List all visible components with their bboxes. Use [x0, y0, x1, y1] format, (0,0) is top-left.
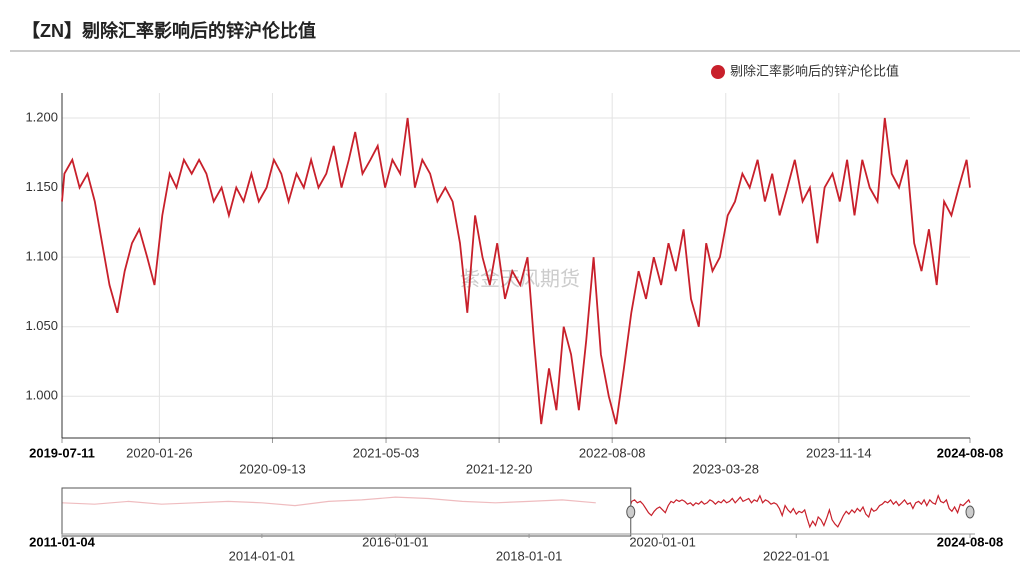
y-tick-label: 1.100 — [25, 249, 58, 264]
navigator-mask — [61, 487, 632, 537]
navigator-handle[interactable] — [965, 505, 975, 519]
navigator-tick-label: 2016-01-01 — [362, 534, 429, 549]
y-tick-label: 1.050 — [25, 318, 58, 333]
legend-label: 剔除汇率影响后的锌沪伦比值 — [730, 63, 899, 78]
legend-marker — [711, 65, 725, 79]
navigator-tick-label: 2014-01-01 — [229, 548, 296, 563]
x-tick-label: 2021-05-03 — [353, 445, 420, 460]
navigator-tick-label: 2022-01-01 — [763, 548, 830, 563]
navigator-tick-label: 2018-01-01 — [496, 548, 563, 563]
chart-title: 【ZN】剔除汇率影响后的锌沪伦比值 — [22, 20, 316, 41]
y-tick-label: 1.000 — [25, 388, 58, 403]
x-tick-label: 2021-12-20 — [466, 461, 533, 476]
navigator-tick-label: 2024-08-08 — [937, 534, 1004, 549]
y-tick-label: 1.150 — [25, 179, 58, 194]
x-tick-label: 2023-03-28 — [692, 461, 759, 476]
x-tick-label: 2020-01-26 — [126, 445, 193, 460]
navigator-handle[interactable] — [626, 505, 636, 519]
y-tick-label: 1.200 — [25, 109, 58, 124]
navigator-tick-label: 2011-01-04 — [29, 534, 96, 549]
x-tick-label: 2023-11-14 — [806, 445, 872, 460]
watermark: 紫金天风期货 — [460, 267, 580, 290]
x-tick-label: 2024-08-08 — [937, 445, 1004, 460]
x-tick-label: 2020-09-13 — [239, 461, 306, 476]
navigator-line — [630, 494, 971, 529]
data-line — [61, 117, 971, 425]
x-tick-label: 2019-07-11 — [29, 445, 95, 460]
x-tick-label: 2022-08-08 — [579, 445, 646, 460]
navigator-tick-label: 2020-01-01 — [629, 534, 696, 549]
